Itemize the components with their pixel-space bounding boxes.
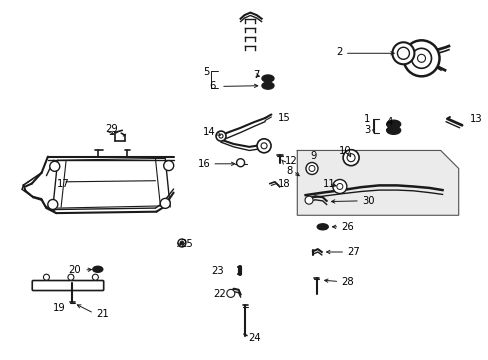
Circle shape — [397, 47, 408, 59]
Circle shape — [305, 196, 312, 204]
Text: 25: 25 — [180, 239, 192, 249]
Circle shape — [392, 42, 413, 64]
Text: 26: 26 — [341, 222, 353, 232]
Text: 21: 21 — [96, 309, 108, 319]
Text: 18: 18 — [277, 179, 290, 189]
Text: 30: 30 — [361, 196, 374, 206]
Ellipse shape — [386, 126, 400, 134]
Text: 8: 8 — [285, 166, 292, 176]
Circle shape — [308, 166, 314, 171]
Circle shape — [305, 162, 317, 175]
Circle shape — [219, 134, 223, 138]
Text: 2: 2 — [335, 47, 342, 57]
Text: 13: 13 — [468, 114, 481, 124]
Text: 7: 7 — [253, 70, 259, 80]
Text: 6: 6 — [208, 81, 215, 91]
Circle shape — [257, 139, 270, 153]
Text: 1: 1 — [364, 114, 370, 124]
Circle shape — [180, 241, 183, 245]
Text: 23: 23 — [211, 266, 224, 276]
Text: 24: 24 — [248, 333, 261, 343]
Text: 14: 14 — [202, 127, 215, 138]
Circle shape — [261, 143, 266, 149]
Ellipse shape — [317, 224, 327, 230]
Circle shape — [160, 198, 170, 208]
Text: 5: 5 — [203, 67, 209, 77]
FancyBboxPatch shape — [32, 280, 103, 291]
Text: 17: 17 — [57, 179, 69, 189]
Ellipse shape — [319, 225, 325, 228]
Circle shape — [50, 161, 60, 171]
Text: 20: 20 — [68, 265, 81, 275]
Text: 29: 29 — [105, 124, 118, 134]
Circle shape — [178, 239, 185, 247]
Circle shape — [403, 40, 439, 76]
Ellipse shape — [93, 266, 102, 272]
Text: 9: 9 — [310, 150, 316, 161]
Ellipse shape — [264, 77, 270, 80]
Ellipse shape — [389, 128, 396, 132]
Circle shape — [43, 274, 49, 280]
Circle shape — [336, 184, 342, 189]
Circle shape — [417, 54, 425, 62]
Text: 22: 22 — [213, 289, 225, 300]
Text: 16: 16 — [197, 159, 210, 169]
Circle shape — [163, 161, 173, 171]
Ellipse shape — [264, 84, 270, 87]
Circle shape — [48, 199, 58, 210]
Text: 11: 11 — [322, 179, 335, 189]
Text: 10: 10 — [338, 146, 350, 156]
Ellipse shape — [262, 75, 273, 82]
Circle shape — [343, 150, 358, 166]
Text: 3: 3 — [364, 125, 370, 135]
Circle shape — [92, 274, 98, 280]
Circle shape — [68, 274, 74, 280]
Polygon shape — [297, 150, 458, 215]
Text: 15: 15 — [277, 113, 290, 123]
Circle shape — [216, 131, 225, 141]
Circle shape — [411, 48, 430, 68]
Ellipse shape — [389, 122, 396, 126]
Text: 28: 28 — [341, 276, 353, 287]
Text: 27: 27 — [346, 247, 359, 257]
Text: 4: 4 — [386, 117, 392, 127]
Circle shape — [346, 154, 354, 162]
Ellipse shape — [262, 82, 273, 89]
Ellipse shape — [95, 268, 100, 271]
Ellipse shape — [386, 120, 400, 128]
Circle shape — [226, 289, 234, 297]
Circle shape — [236, 159, 244, 167]
Text: 12: 12 — [284, 156, 297, 166]
Text: 19: 19 — [53, 303, 66, 313]
Circle shape — [332, 180, 346, 193]
